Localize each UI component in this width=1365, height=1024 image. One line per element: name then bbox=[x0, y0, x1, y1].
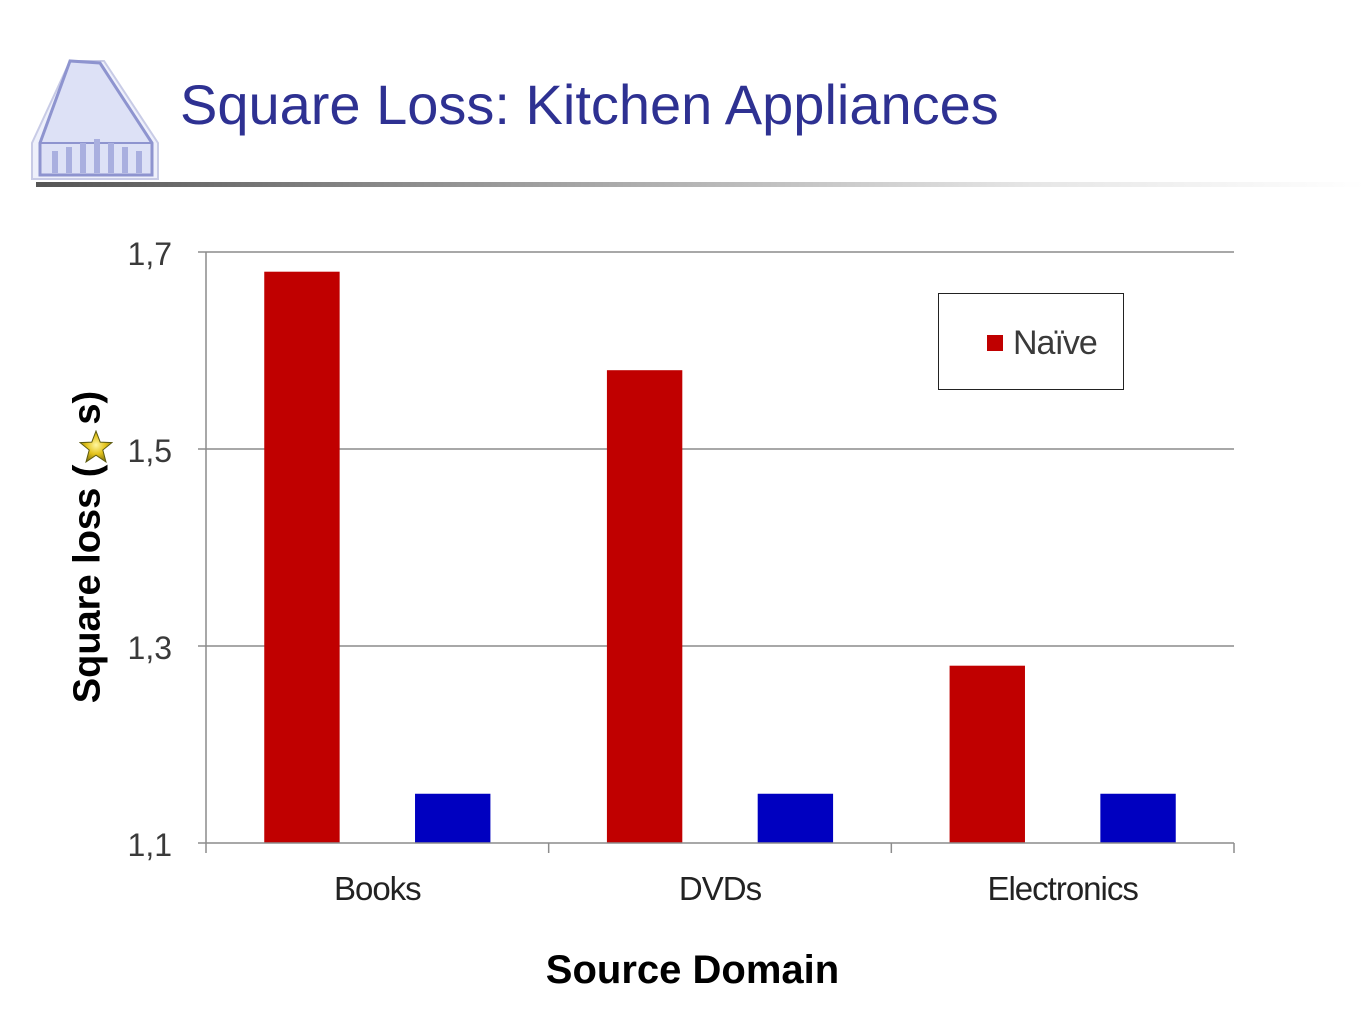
x-tick-label: Books bbox=[334, 870, 421, 907]
bar-series-2-books bbox=[415, 793, 491, 843]
x-axis-label: Source Domain bbox=[0, 948, 1365, 993]
bar-naive-electronics bbox=[949, 665, 1025, 843]
y-axis-label-start: Square loss ( bbox=[66, 464, 109, 704]
y-tick-label: 1,3 bbox=[128, 630, 172, 666]
y-tick-label: 1,1 bbox=[128, 827, 172, 863]
bar-series-2-dvds bbox=[757, 793, 834, 843]
bar-series-2-electronics bbox=[1100, 793, 1176, 843]
star-icon bbox=[79, 430, 113, 464]
y-axis-label-end: s) bbox=[66, 390, 109, 425]
slide-title: Square Loss: Kitchen Appliances bbox=[180, 73, 999, 136]
title-divider bbox=[36, 182, 1365, 187]
x-tick-label: Electronics bbox=[987, 870, 1138, 907]
x-tick-label: DVDs bbox=[679, 870, 762, 907]
chart-legend: Naïve bbox=[938, 293, 1124, 390]
bar-naive-dvds bbox=[606, 370, 683, 843]
bar-naive-books bbox=[264, 271, 340, 843]
y-tick-label: 1,7 bbox=[128, 236, 172, 272]
legend-label: Naïve bbox=[1013, 324, 1098, 362]
logo-icon bbox=[30, 55, 160, 190]
x-axis-label-text: Source Domain bbox=[545, 948, 840, 992]
y-tick-label: 1,5 bbox=[128, 433, 172, 469]
legend-swatch bbox=[987, 335, 1003, 351]
